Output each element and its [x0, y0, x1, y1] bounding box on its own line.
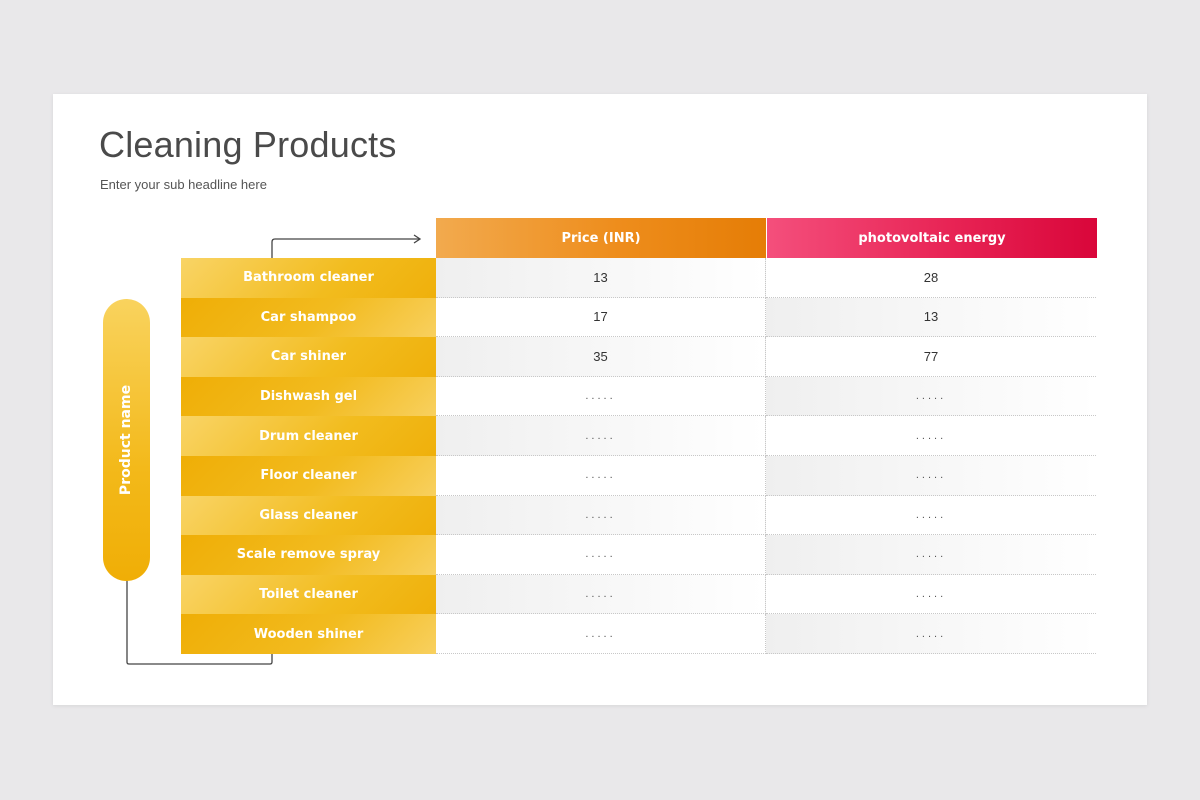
- connector-line: [126, 258, 273, 665]
- energy-cell: .....: [766, 455, 1096, 496]
- energy-cell: 28: [766, 258, 1096, 298]
- energy-cell: .....: [766, 495, 1096, 536]
- page-title: Cleaning Products: [99, 124, 397, 165]
- price-cell: 35: [436, 337, 766, 377]
- energy-cell: .....: [766, 614, 1096, 654]
- energy-cell: .....: [766, 416, 1096, 456]
- price-cell: .....: [436, 416, 766, 456]
- price-cell: .....: [436, 614, 766, 654]
- price-cell: .....: [436, 574, 766, 615]
- product-name-cell: Car shiner: [181, 337, 436, 377]
- product-name-cell: Toilet cleaner: [181, 574, 436, 615]
- header-photovoltaic-energy: photovoltaic energy: [767, 218, 1097, 258]
- table-row: ..... .....: [436, 614, 1097, 654]
- connector-top-line: [271, 238, 419, 258]
- energy-cell: .....: [766, 376, 1096, 417]
- product-name-column: Bathroom cleaner Car shampoo Car shiner …: [181, 258, 436, 654]
- product-name-cell: Drum cleaner: [181, 416, 436, 456]
- product-name-cell: Bathroom cleaner: [181, 258, 436, 298]
- connector-arrow: [126, 234, 422, 665]
- table-row: 17 13: [436, 297, 1097, 338]
- product-name-label: Product name: [118, 384, 135, 496]
- product-name-cell: Dishwash gel: [181, 376, 436, 417]
- arrow-head-icon: [413, 234, 422, 244]
- energy-cell: 13: [766, 297, 1096, 338]
- price-cell: 13: [436, 258, 766, 298]
- table-row: ..... .....: [436, 416, 1097, 456]
- page-subtitle: Enter your sub headline here: [100, 177, 267, 192]
- table-row: ..... .....: [436, 535, 1097, 575]
- product-name-pill: Product name: [103, 299, 150, 581]
- energy-cell: 77: [766, 337, 1096, 377]
- table-row: 13 28: [436, 258, 1097, 298]
- table-row: ..... .....: [436, 376, 1097, 417]
- data-table: 13 28 17 13 35 77 ..... ..... ..... ....…: [436, 258, 1097, 654]
- product-name-cell: Floor cleaner: [181, 455, 436, 496]
- table-row: ..... .....: [436, 495, 1097, 536]
- energy-cell: .....: [766, 574, 1096, 615]
- product-name-cell: Scale remove spray: [181, 535, 436, 575]
- energy-cell: .....: [766, 535, 1096, 575]
- product-name-cell: Glass cleaner: [181, 495, 436, 536]
- slide: Cleaning Products Enter your sub headlin…: [53, 94, 1147, 705]
- header-price: Price (INR): [436, 218, 766, 258]
- table-row: ..... .....: [436, 574, 1097, 615]
- product-name-cell: Car shampoo: [181, 297, 436, 338]
- price-cell: 17: [436, 297, 766, 338]
- table-row: ..... .....: [436, 455, 1097, 496]
- price-cell: .....: [436, 376, 766, 417]
- table-row: 35 77: [436, 337, 1097, 377]
- product-name-cell: Wooden shiner: [181, 614, 436, 654]
- price-cell: .....: [436, 535, 766, 575]
- price-cell: .....: [436, 455, 766, 496]
- price-cell: .....: [436, 495, 766, 536]
